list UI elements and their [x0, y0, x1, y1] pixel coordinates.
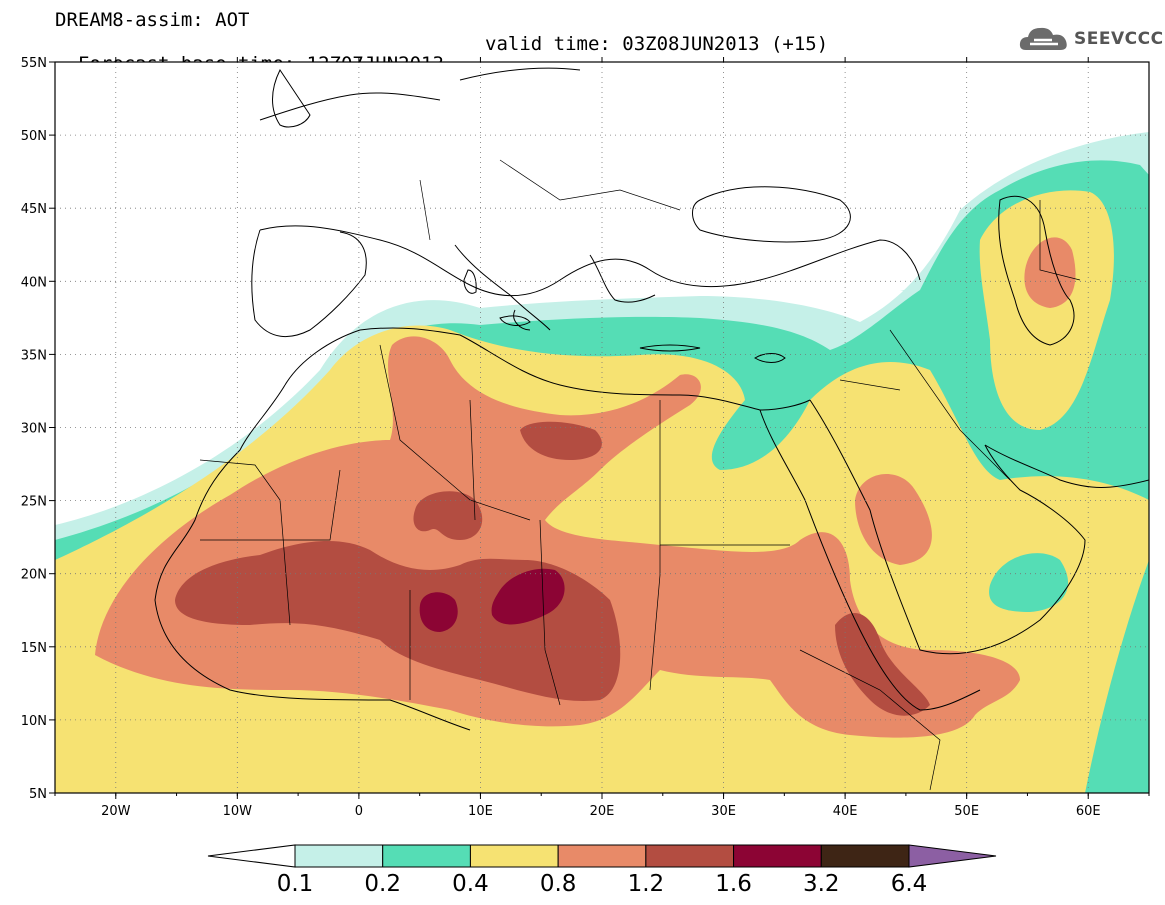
lat-label: 45N: [21, 202, 47, 217]
colorbar-swatch: [733, 844, 822, 868]
colorbar-swatch: [557, 844, 647, 868]
contour-1.6-chad: [491, 568, 565, 625]
lat-label: 55N: [21, 56, 47, 71]
contour-0.4-caspian: [979, 190, 1114, 430]
lon-label: 50E: [954, 804, 979, 819]
longitude-labels: 20W 10W 0 10E 20E 30E 40E 50E 60E: [101, 804, 1101, 819]
border-algeria-libya: [469, 399, 476, 521]
logo-text: SEEVCCC: [1074, 29, 1164, 49]
coastline-north-africa: [284, 327, 811, 411]
contour-1.6-niger: [419, 592, 458, 632]
colorbar-min-arrow: [207, 844, 296, 868]
coastlines-borders: [154, 67, 1149, 731]
coastline-arabia: [809, 399, 1086, 655]
lat-label: 30N: [21, 422, 47, 437]
contour-1.2-libya: [520, 421, 602, 460]
colorbar-label: 0.2: [364, 871, 401, 897]
colorbar-swatch: [294, 844, 384, 868]
lat-label: 35N: [21, 348, 47, 363]
border-central-asia: [1039, 200, 1081, 281]
contour-1.2-north: [413, 491, 483, 540]
colorbar-label: 1.6: [715, 871, 752, 897]
colorbar-label: 0.4: [452, 871, 489, 897]
lon-label: 60E: [1076, 804, 1101, 819]
contour-0.8-arabia: [855, 473, 932, 565]
lat-label: 40N: [21, 275, 47, 290]
coastline-red-sea: [759, 409, 981, 711]
coastline-west-africa: [154, 384, 471, 731]
coastline-britain: [272, 69, 311, 128]
coastline-cyprus: [754, 353, 786, 363]
border-algeria-niger: [379, 344, 531, 521]
colorbar-swatch: [382, 844, 471, 868]
lon-label: 10W: [223, 804, 253, 819]
border-france: [419, 179, 431, 241]
colorbar-label: 0.8: [540, 871, 577, 897]
lat-lon-grid: [55, 62, 1149, 793]
lat-label: 10N: [21, 714, 47, 729]
border-jordan: [839, 379, 901, 391]
lon-label: 10E: [468, 804, 493, 819]
lon-label: 40E: [833, 804, 858, 819]
map-title: DREAM8-assim: AOT: [55, 9, 250, 31]
lat-label: 15N: [21, 641, 47, 656]
colorbar-label: 0.1: [277, 871, 314, 897]
coastline-iberia: [251, 229, 367, 338]
coastline-greece: [589, 254, 656, 303]
coastline-north-europe: [259, 67, 581, 121]
border-ethiopia: [799, 649, 941, 791]
lat-label: 20N: [21, 568, 47, 583]
latitude-labels: 55N 50N 45N 40N 35N 30N 25N 20N 15N 10N 5N: [21, 56, 47, 802]
border-chad-sudan: [649, 400, 661, 691]
axis-ticks: [49, 57, 1150, 799]
seevccc-logo: SEEVCCC: [1018, 22, 1164, 56]
colorbar-labels: 0.1 0.2 0.4 0.8 1.2 1.6 3.2 6.4: [277, 871, 928, 897]
border-mali-north: [200, 469, 341, 541]
colorbar-label: 6.4: [891, 871, 928, 897]
lon-label: 20W: [101, 804, 131, 819]
colorbar-label: 3.2: [803, 871, 840, 897]
contour-0.8-sahara: [95, 336, 1020, 738]
contour-1.2-horn: [835, 613, 930, 716]
colorbar-swatch: [820, 844, 910, 868]
border-niger-chad: [539, 519, 561, 706]
coastline-crete: [639, 344, 701, 352]
lon-label: 30E: [711, 804, 736, 819]
coastline-sardinia: [463, 269, 477, 294]
coastline-caspian: [998, 195, 1075, 346]
coastline-black-sea: [692, 186, 851, 243]
colorbar-label: 1.2: [628, 871, 665, 897]
colorbar-swatch: [645, 844, 735, 868]
lat-label: 50N: [21, 129, 47, 144]
lat-label: 5N: [29, 787, 47, 802]
political-borders: [199, 159, 1081, 791]
lon-label: 0: [355, 804, 363, 819]
coastline-italy: [454, 244, 551, 331]
valid-time: valid time: 03Z08JUN2013 (+15): [485, 33, 829, 55]
border-mauritania-mali: [199, 459, 291, 626]
colorbar-max-arrow: [908, 844, 997, 868]
coastline-sicily: [499, 315, 531, 326]
border-central-europe: [499, 159, 681, 211]
lon-label: 20E: [590, 804, 615, 819]
lat-label: 25N: [21, 495, 47, 510]
border-iraq-saudi: [889, 329, 1011, 481]
colorbar: [207, 844, 997, 868]
coastline-europe: [259, 225, 921, 297]
contour-0.2-arabia-patch: [989, 553, 1069, 612]
coastline-gulf: [984, 444, 1149, 488]
colorbar-swatch: [469, 844, 559, 868]
cloud-logo-icon: [1019, 27, 1067, 50]
